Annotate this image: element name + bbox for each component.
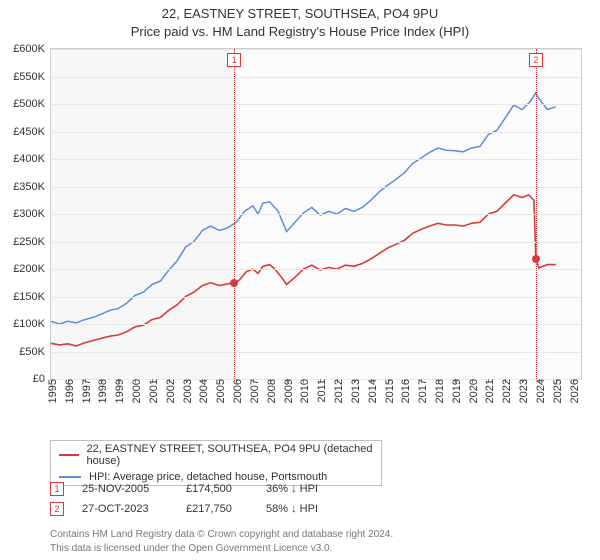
- xtick-label: 2007: [245, 379, 261, 403]
- gridline-h: [51, 132, 581, 133]
- xtick-label: 2022: [497, 379, 513, 403]
- xtick-label: 2000: [127, 379, 143, 403]
- gridline-h: [51, 269, 581, 270]
- gridline-h: [51, 214, 581, 215]
- gridline-h: [51, 49, 581, 50]
- xtick-label: 2001: [144, 379, 160, 403]
- ytick-label: £150K: [13, 291, 51, 303]
- xtick-label: 2008: [262, 379, 278, 403]
- ytick-label: £200K: [13, 263, 51, 275]
- xtick-label: 2014: [363, 379, 379, 403]
- xtick-label: 2020: [464, 379, 480, 403]
- sale-events-table: 1 25-NOV-2005 £174,500 36% ↓ HPI 2 27-OCT-202…: [50, 482, 318, 522]
- event-date: 27-OCT-2023: [82, 503, 168, 515]
- gridline-h: [51, 324, 581, 325]
- xtick-label: 2002: [161, 379, 177, 403]
- event-marker-icon: 1: [50, 482, 64, 496]
- event-pct-vs-hpi: 36% ↓ HPI: [266, 483, 318, 495]
- event-price: £174,500: [186, 483, 248, 495]
- xtick-label: 2024: [531, 379, 547, 403]
- ytick-label: £100K: [13, 318, 51, 330]
- xtick-label: 2018: [430, 379, 446, 403]
- xtick-label: 2026: [565, 379, 581, 403]
- ytick-label: £250K: [13, 236, 51, 248]
- event-vline: [536, 49, 537, 379]
- ytick-label: £450K: [13, 126, 51, 138]
- gridline-h: [51, 352, 581, 353]
- event-date: 25-NOV-2005: [82, 483, 168, 495]
- chart-area: £0£50K£100K£150K£200K£250K£300K£350K£400…: [0, 42, 600, 432]
- event-marker-icon: 2: [50, 502, 64, 516]
- chart-title-line2: Price paid vs. HM Land Registry's House …: [0, 24, 600, 39]
- xtick-label: 2017: [413, 379, 429, 403]
- xtick-label: 2010: [295, 379, 311, 403]
- xtick-label: 2021: [480, 379, 496, 403]
- xtick-label: 2006: [228, 379, 244, 403]
- footer-attribution: Contains HM Land Registry data © Crown c…: [50, 528, 393, 555]
- legend-row: 22, EASTNEY STREET, SOUTHSEA, PO4 9PU (d…: [51, 441, 381, 469]
- ytick-label: £550K: [13, 71, 51, 83]
- xtick-label: 2025: [548, 379, 564, 403]
- plot-region: £0£50K£100K£150K£200K£250K£300K£350K£400…: [50, 48, 582, 380]
- xtick-label: 1995: [43, 379, 59, 403]
- xtick-label: 2005: [211, 379, 227, 403]
- ytick-label: £350K: [13, 181, 51, 193]
- gridline-h: [51, 159, 581, 160]
- event-marker-box: 1: [227, 53, 241, 67]
- xtick-label: 2009: [279, 379, 295, 403]
- footer-line2: This data is licensed under the Open Gov…: [50, 542, 393, 556]
- xtick-label: 2019: [447, 379, 463, 403]
- series-hpi: [51, 93, 556, 324]
- legend-swatch: [59, 476, 81, 478]
- event-marker-box: 2: [529, 53, 543, 67]
- xtick-label: 2011: [312, 379, 328, 403]
- xtick-label: 2023: [514, 379, 530, 403]
- legend-swatch: [59, 454, 79, 456]
- gridline-h: [51, 77, 581, 78]
- event-row: 1 25-NOV-2005 £174,500 36% ↓ HPI: [50, 482, 318, 496]
- event-dot: [532, 255, 540, 263]
- xtick-label: 2013: [346, 379, 362, 403]
- xtick-label: 1997: [77, 379, 93, 403]
- chart-title-line1: 22, EASTNEY STREET, SOUTHSEA, PO4 9PU: [0, 6, 600, 21]
- gridline-h: [51, 242, 581, 243]
- event-dot: [230, 279, 238, 287]
- ytick-label: £500K: [13, 98, 51, 110]
- xtick-label: 2003: [178, 379, 194, 403]
- xtick-label: 2012: [329, 379, 345, 403]
- ytick-label: £400K: [13, 153, 51, 165]
- xtick-label: 1998: [93, 379, 109, 403]
- ytick-label: £300K: [13, 208, 51, 220]
- event-vline: [234, 49, 235, 379]
- ytick-label: £600K: [13, 43, 51, 55]
- footer-line1: Contains HM Land Registry data © Crown c…: [50, 528, 393, 542]
- event-row: 2 27-OCT-2023 £217,750 58% ↓ HPI: [50, 502, 318, 516]
- xtick-label: 1996: [60, 379, 76, 403]
- gridline-h: [51, 297, 581, 298]
- xtick-label: 2016: [396, 379, 412, 403]
- legend-label: 22, EASTNEY STREET, SOUTHSEA, PO4 9PU (d…: [87, 443, 373, 467]
- event-price: £217,750: [186, 503, 248, 515]
- gridline-h: [51, 104, 581, 105]
- ytick-label: £50K: [19, 346, 51, 358]
- xtick-label: 1999: [110, 379, 126, 403]
- legend: 22, EASTNEY STREET, SOUTHSEA, PO4 9PU (d…: [50, 440, 382, 486]
- xtick-label: 2004: [194, 379, 210, 403]
- event-pct-vs-hpi: 58% ↓ HPI: [266, 503, 318, 515]
- gridline-h: [51, 187, 581, 188]
- xtick-label: 2015: [380, 379, 396, 403]
